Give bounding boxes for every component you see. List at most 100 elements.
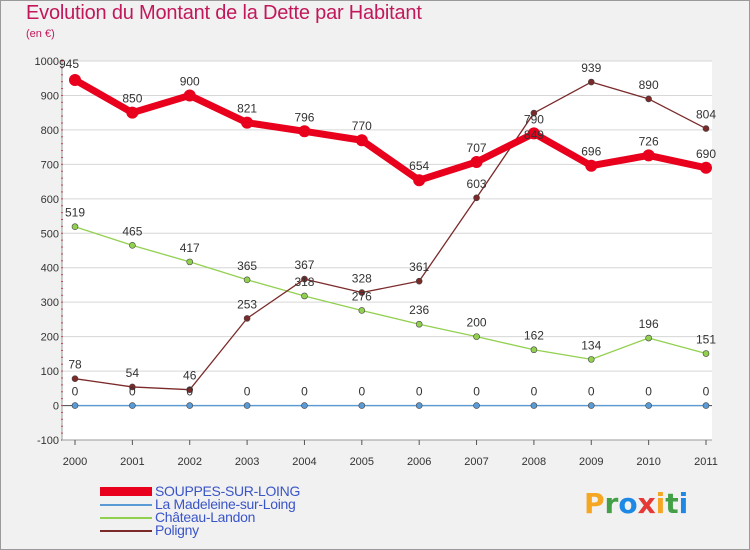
data-label: 790 [524, 112, 544, 126]
logo-letter: P [584, 487, 605, 520]
legend-swatch-souppes [100, 487, 152, 496]
legend-swatch-chateau-landon [100, 516, 152, 519]
logo-letter: r [604, 487, 619, 520]
x-tick-label: 2004 [292, 456, 316, 468]
data-point [186, 258, 194, 266]
data-point [530, 109, 538, 117]
data-label: 0 [129, 385, 136, 399]
y-tick-label: 700 [41, 159, 59, 171]
data-point [473, 194, 480, 202]
data-point [702, 402, 710, 409]
unit-label: (en €) [26, 28, 55, 40]
data-label: 465 [122, 224, 142, 238]
y-tick-label: 500 [41, 228, 59, 240]
data-point [243, 402, 251, 409]
legend-label-poligny: Poligny [155, 522, 199, 538]
data-point [473, 402, 480, 409]
data-label: 796 [294, 110, 314, 124]
data-point [129, 383, 136, 391]
data-point [183, 89, 196, 102]
data-label: 328 [352, 272, 372, 286]
data-label: 900 [180, 74, 200, 88]
data-point [473, 333, 480, 340]
data-point [642, 149, 655, 162]
x-tick-label: 2003 [235, 456, 259, 468]
data-label: 690 [696, 147, 716, 161]
data-label: 54 [126, 366, 140, 380]
data-point [645, 95, 652, 103]
legend-item-chateau-landon: Château-Landon [100, 509, 300, 525]
data-label: 0 [588, 385, 595, 399]
y-tick-label: 200 [41, 332, 59, 344]
data-point [301, 292, 308, 300]
series-line-2 [74, 226, 707, 361]
data-label: 196 [639, 317, 659, 331]
y-tick-label: 900 [41, 90, 59, 102]
data-label: 200 [467, 316, 487, 330]
data-point [358, 402, 366, 409]
data-label: 850 [122, 92, 142, 106]
data-label: 0 [244, 385, 251, 399]
logo-letter: t [665, 487, 679, 520]
data-point [71, 223, 79, 231]
data-label: 78 [68, 358, 82, 372]
data-label: 365 [237, 259, 257, 273]
data-label: 0 [531, 385, 538, 399]
data-point [585, 159, 598, 172]
data-label: 849 [524, 128, 544, 142]
data-point [415, 402, 423, 409]
data-label: 0 [301, 385, 308, 399]
legend-swatch-la-madeleine [100, 503, 152, 506]
data-point [470, 155, 483, 168]
data-point [702, 350, 710, 357]
y-tick-label: 600 [41, 194, 59, 206]
legend-swatch-poligny [100, 529, 152, 532]
data-label: 0 [416, 385, 423, 399]
plot-area [62, 61, 712, 440]
y-tick-label: -100 [37, 435, 59, 447]
data-point [702, 125, 710, 132]
logo-letter: i [655, 487, 666, 520]
y-tick-label: 1000 [35, 56, 59, 68]
legend-label-chateau-landon: Château-Landon [155, 509, 256, 525]
x-tick-label: 2002 [177, 456, 201, 468]
data-label: 726 [639, 134, 659, 148]
data-point [530, 402, 538, 409]
series-line-0 [71, 76, 710, 184]
data-label: 770 [352, 119, 372, 133]
data-point [241, 116, 254, 129]
data-label: 417 [180, 241, 200, 255]
x-tick-label: 2000 [63, 456, 87, 468]
data-point [415, 277, 423, 285]
data-point [71, 402, 79, 409]
legend-label-la-madeleine: La Madeleine-sur-Loing [155, 496, 296, 512]
data-label: 707 [467, 141, 487, 155]
data-point [358, 289, 366, 296]
data-label: 151 [696, 333, 716, 347]
data-label: 276 [352, 289, 372, 303]
data-point [587, 78, 595, 86]
y-tick-label: 400 [41, 263, 59, 275]
x-tick-label: 2007 [464, 456, 488, 468]
data-point [186, 402, 194, 409]
data-point [645, 402, 652, 409]
x-tick-label: 2005 [350, 456, 374, 468]
data-point [301, 402, 308, 409]
data-label: 603 [467, 177, 487, 191]
data-label: 361 [409, 260, 429, 274]
series-line-3 [74, 81, 707, 391]
data-point [700, 161, 712, 174]
line-chart: -100010020030040050060070080090010002000… [35, 56, 718, 468]
proxiti-logo: Proxiti [584, 487, 688, 520]
y-tick-label: 800 [41, 125, 59, 137]
data-label: 804 [696, 108, 716, 122]
x-tick-label: 2011 [694, 456, 718, 468]
data-point [530, 346, 538, 354]
data-point [126, 106, 139, 119]
data-point [129, 402, 136, 409]
data-label: 236 [409, 303, 429, 317]
logo-letter: x [637, 487, 656, 520]
data-point [358, 307, 366, 314]
logo-letter: i [678, 487, 689, 520]
legend-item-poligny: Poligny [100, 522, 300, 538]
